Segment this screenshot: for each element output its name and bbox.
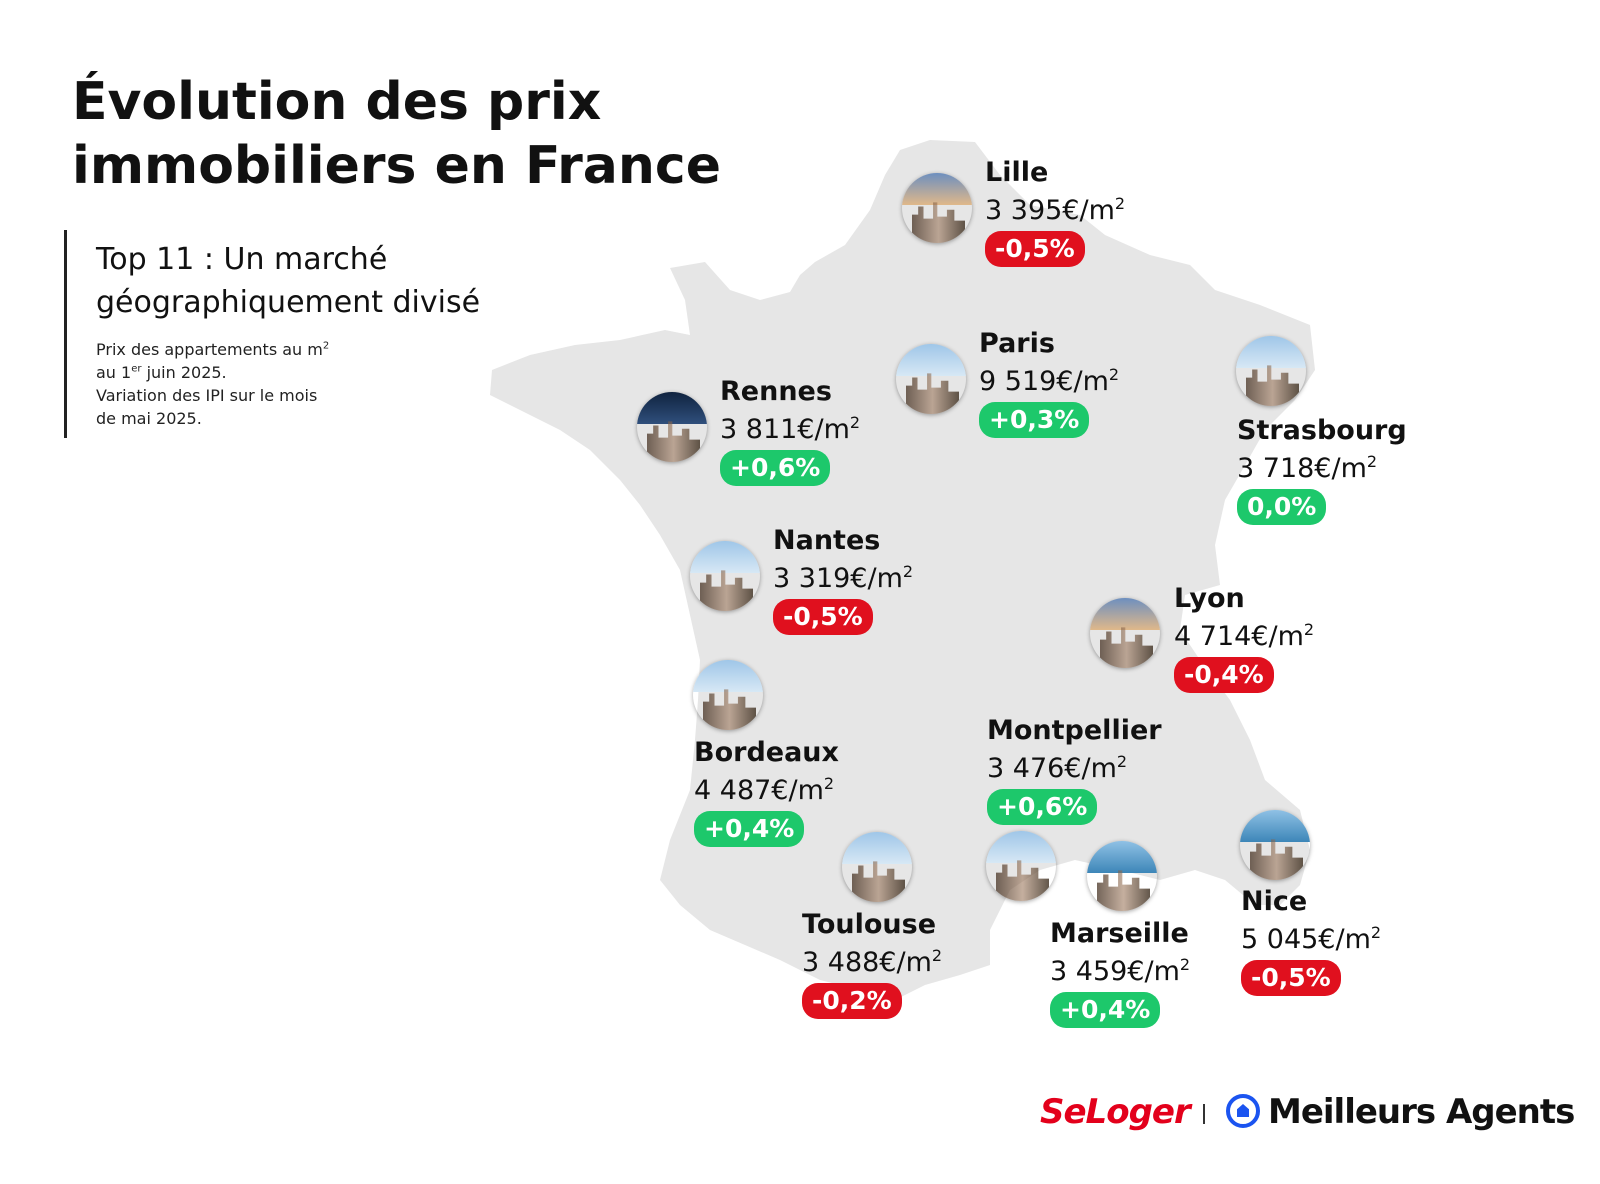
city-name: Bordeaux bbox=[694, 737, 839, 768]
city-name: Strasbourg bbox=[1237, 415, 1407, 446]
variation-badge: +0,6% bbox=[720, 450, 831, 486]
city-name: Lille bbox=[985, 157, 1049, 188]
city-lille: Lille 3 395€/m2 -0,5% bbox=[985, 158, 1125, 267]
city-name: Lyon bbox=[1174, 583, 1245, 614]
lyon-photo bbox=[1090, 598, 1160, 668]
city-price: 3 319€/m2 bbox=[773, 562, 914, 594]
city-nice: Nice 5 045€/m2 -0,5% bbox=[1241, 887, 1381, 996]
meilleurs-agents-logo: Meilleurs Agents bbox=[1268, 1092, 1575, 1132]
city-price: 3 395€/m2 bbox=[985, 194, 1126, 226]
title-line-1: Évolution des prix bbox=[72, 72, 602, 132]
brand-footer: SeLoger Meilleurs Agents bbox=[1040, 1088, 1575, 1140]
page-title: Évolution des prix immobiliers en France bbox=[72, 70, 721, 198]
city-name: Nice bbox=[1241, 886, 1308, 917]
city-price: 4 487€/m2 bbox=[694, 774, 835, 806]
subtitle: Top 11 : Un marché géographiquement divi… bbox=[96, 238, 480, 324]
city-name: Marseille bbox=[1050, 918, 1189, 949]
city-price: 9 519€/m2 bbox=[979, 365, 1120, 397]
lille-photo bbox=[902, 173, 972, 243]
note-line-2: au 1er juin 2025. bbox=[96, 363, 227, 382]
variation-badge: -0,2% bbox=[802, 983, 902, 1019]
city-price: 5 045€/m2 bbox=[1241, 923, 1382, 955]
city-paris: Paris 9 519€/m2 +0,3% bbox=[979, 329, 1119, 438]
city-price: 3 476€/m2 bbox=[987, 752, 1128, 784]
house-circle-icon bbox=[1226, 1094, 1260, 1128]
note-line-4: de mai 2025. bbox=[96, 409, 202, 428]
variation-badge: -0,5% bbox=[773, 599, 873, 635]
city-name: Montpellier bbox=[987, 715, 1162, 746]
montpellier-photo bbox=[986, 831, 1056, 901]
city-name: Nantes bbox=[773, 525, 881, 556]
subtitle-line-2: géographiquement divisé bbox=[96, 285, 481, 320]
city-lyon: Lyon 4 714€/m2 -0,4% bbox=[1174, 584, 1314, 693]
paris-photo bbox=[896, 344, 966, 414]
rennes-photo bbox=[637, 392, 707, 462]
note-line-3: Variation des IPI sur le mois bbox=[96, 386, 318, 405]
variation-badge: 0,0% bbox=[1237, 489, 1327, 525]
variation-badge: +0,6% bbox=[987, 789, 1098, 825]
strasbourg-photo bbox=[1236, 336, 1306, 406]
nantes-photo bbox=[690, 541, 760, 611]
city-rennes: Rennes 3 811€/m2 +0,6% bbox=[720, 377, 860, 486]
seloger-logo: SeLoger bbox=[1040, 1092, 1191, 1132]
subtitle-line-1: Top 11 : Un marché bbox=[96, 242, 388, 277]
city-price: 3 718€/m2 bbox=[1237, 452, 1378, 484]
city-price: 3 488€/m2 bbox=[802, 946, 943, 978]
subtitle-accent-bar bbox=[64, 230, 67, 438]
city-name: Rennes bbox=[720, 376, 832, 407]
nice-photo bbox=[1240, 810, 1310, 880]
city-name: Toulouse bbox=[802, 909, 937, 940]
variation-badge: -0,5% bbox=[1241, 960, 1341, 996]
city-nantes: Nantes 3 319€/m2 -0,5% bbox=[773, 526, 913, 635]
variation-badge: +0,3% bbox=[979, 402, 1090, 438]
city-price: 3 459€/m2 bbox=[1050, 955, 1191, 987]
variation-badge: +0,4% bbox=[1050, 992, 1161, 1028]
marseille-photo bbox=[1087, 841, 1157, 911]
city-marseille: Marseille 3 459€/m2 +0,4% bbox=[1050, 919, 1190, 1028]
france-silhouette bbox=[490, 140, 1315, 1000]
variation-badge: -0,4% bbox=[1174, 657, 1274, 693]
brand-separator bbox=[1203, 1104, 1205, 1124]
methodology-note: Prix des appartements au m2 au 1er juin … bbox=[96, 338, 329, 430]
title-line-2: immobiliers en France bbox=[72, 136, 722, 196]
toulouse-photo bbox=[842, 832, 912, 902]
city-toulouse: Toulouse 3 488€/m2 -0,2% bbox=[802, 910, 942, 1019]
city-strasbourg: Strasbourg 3 718€/m2 0,0% bbox=[1237, 416, 1407, 525]
city-name: Paris bbox=[979, 328, 1055, 359]
city-price: 3 811€/m2 bbox=[720, 413, 861, 445]
city-montpellier: Montpellier 3 476€/m2 +0,6% bbox=[987, 716, 1162, 825]
note-line-1: Prix des appartements au m2 bbox=[96, 340, 330, 359]
variation-badge: -0,5% bbox=[985, 231, 1085, 267]
city-price: 4 714€/m2 bbox=[1174, 620, 1315, 652]
city-bordeaux: Bordeaux 4 487€/m2 +0,4% bbox=[694, 738, 839, 847]
bordeaux-photo bbox=[693, 660, 763, 730]
variation-badge: +0,4% bbox=[694, 811, 805, 847]
